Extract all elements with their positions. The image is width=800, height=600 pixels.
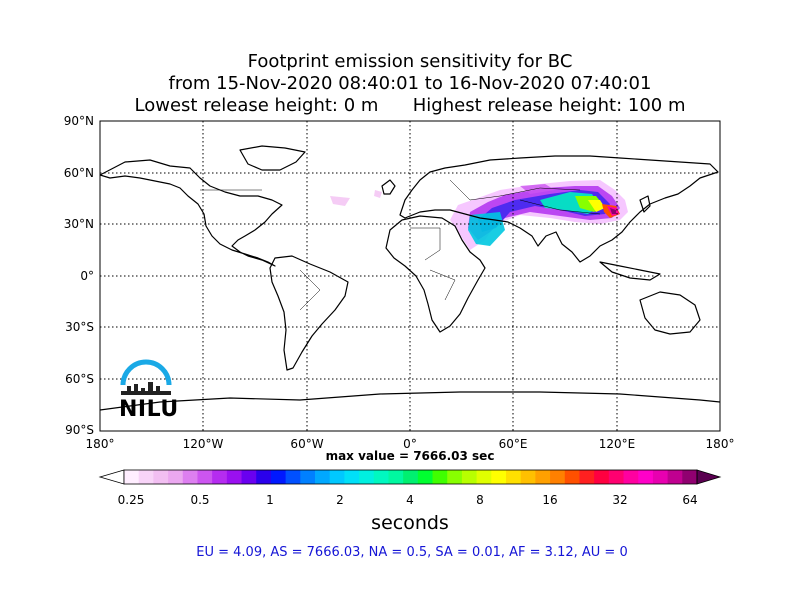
- eurasia-coast: [399, 155, 719, 263]
- max-value-label: max value = 7666.03 sec: [325, 449, 495, 463]
- colorbar-segment: [623, 470, 639, 484]
- colorbar-segment: [153, 470, 169, 484]
- colorbar-tick-label: 1: [266, 493, 274, 507]
- colorbar-tick-label: 16: [542, 493, 558, 507]
- colorbar-segment: [241, 470, 257, 484]
- region-values: EU = 4.09, AS = 7666.03, NA = 0.5, SA = …: [196, 545, 628, 560]
- colorbar-segment: [608, 470, 625, 484]
- lon-tick-120e: 120°E: [598, 437, 636, 451]
- map-frame: [99, 120, 721, 432]
- colorbar-segment: [256, 470, 272, 484]
- plot-title-line3: Lowest release height: 0 m Highest relea…: [134, 95, 686, 116]
- lon-tick-180e: 180°: [705, 437, 735, 451]
- colorbar-segment: [638, 470, 654, 484]
- colorbar-tick-label: 4: [406, 493, 414, 507]
- colorbar-segment: [388, 470, 404, 484]
- colorbar-tick-label: 2: [336, 493, 344, 507]
- colorbar-segment: [329, 470, 345, 484]
- colorbar-extend-low: [98, 469, 125, 485]
- colorbar-segment: [506, 470, 522, 484]
- colorbar-segment: [403, 470, 419, 484]
- colorbar-segment: [182, 470, 198, 484]
- colorbar-segment: [652, 470, 669, 484]
- colorbar-segment: [315, 470, 331, 484]
- colorbar-tick-label: 64: [682, 493, 698, 507]
- colorbar-segment: [226, 470, 243, 484]
- colorbar-segment: [344, 470, 360, 484]
- coastlines: [100, 145, 720, 411]
- colorbar-segment: [300, 470, 316, 484]
- colorbar-extend-high: [696, 469, 722, 485]
- colorbar-segment: [270, 470, 287, 484]
- australia-coast: [639, 291, 701, 335]
- colorbar-segment: [417, 470, 434, 484]
- colorbar-tick-label: 32: [612, 493, 628, 507]
- colorbar-segment: [535, 470, 551, 484]
- colorbar-tick-label: 0.5: [190, 493, 210, 507]
- plot-title-line1: Footprint emission sensitivity for BC: [247, 51, 573, 72]
- colorbar-tick-label: 8: [476, 493, 484, 507]
- colorbar-segment: [594, 470, 610, 484]
- lat-tick-90n: 90°N: [63, 114, 94, 128]
- lon-tick-0: 0°: [403, 437, 417, 451]
- south-america-coast: [269, 255, 349, 371]
- colorbar-segment: [564, 470, 580, 484]
- nilu-logo: [120, 359, 172, 395]
- indonesia-coast: [599, 261, 661, 281]
- colorbar-segment: [138, 470, 154, 484]
- lat-tick-0: 0°: [80, 269, 94, 283]
- colorbar-segment: [447, 470, 463, 484]
- colorbar: [98, 469, 722, 485]
- colorbar-segment: [212, 470, 228, 484]
- colorbar-segment: [520, 470, 536, 484]
- colorbar-segment: [359, 470, 375, 484]
- colorbar-segment: [432, 470, 448, 484]
- colorbar-tick-label: 0.25: [117, 493, 145, 507]
- logo-text: NILU: [119, 397, 179, 422]
- graticule: [100, 121, 720, 431]
- colorbar-segment: [124, 470, 140, 484]
- lat-tick-30s: 30°S: [65, 320, 94, 334]
- antarctica-coast: [100, 391, 720, 411]
- colorbar-frame: [123, 469, 698, 485]
- greenland-coast: [239, 145, 306, 171]
- colorbar-segment: [682, 470, 698, 484]
- colorbar-segment: [667, 470, 683, 484]
- lon-tick-120w: 120°W: [182, 437, 224, 451]
- japan-coast: [639, 195, 651, 213]
- colorbar-segment: [373, 470, 389, 484]
- footprint-plume: [330, 180, 628, 250]
- north-america-coast: [100, 159, 283, 267]
- colorbar-segment: [197, 470, 213, 484]
- colorbar-segment: [461, 470, 478, 484]
- lon-tick-180w: 180°: [85, 437, 115, 451]
- lon-tick-60w: 60°W: [290, 437, 324, 451]
- colorbar-segment: [168, 470, 184, 484]
- lon-tick-60e: 60°E: [498, 437, 528, 451]
- country-borders: [200, 179, 601, 311]
- plot-title-line2: from 15-Nov-2020 08:40:01 to 16-Nov-2020…: [168, 73, 652, 94]
- lat-tick-60n: 60°N: [63, 166, 94, 180]
- colorbar-segment: [579, 470, 595, 484]
- colorbar-segment: [285, 470, 301, 484]
- colorbar-segment: [491, 470, 507, 484]
- colorbar-segment: [476, 470, 492, 484]
- lat-tick-90s: 90°S: [65, 423, 94, 437]
- uk-coast: [381, 179, 396, 195]
- lat-tick-30n: 30°N: [63, 217, 94, 231]
- lat-tick-60s: 60°S: [65, 372, 94, 386]
- colorbar-segment: [550, 470, 566, 484]
- colorbar-unit-label: seconds: [371, 512, 449, 534]
- africa-coast: [385, 215, 486, 333]
